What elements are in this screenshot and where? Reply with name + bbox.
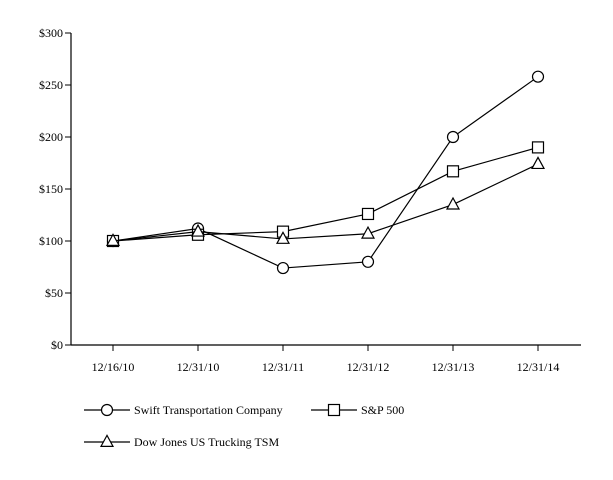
- legend: Swift Transportation Company S&P 500 Dow J…: [84, 403, 404, 449]
- x-tick-label: 12/31/11: [262, 360, 304, 374]
- x-tick-label: 12/16/10: [92, 360, 135, 374]
- y-tick-label: $300: [39, 26, 63, 40]
- x-tick-label: 12/31/14: [517, 360, 560, 374]
- legend-item: S&P 500: [311, 403, 404, 417]
- y-tick-label: $200: [39, 130, 63, 144]
- series-line: [112, 76, 539, 269]
- series-circle: [106, 70, 545, 275]
- data-point: [446, 130, 460, 144]
- legend-marker: [327, 403, 341, 417]
- legend-label: S&P 500: [361, 403, 404, 417]
- series-layer: [105, 70, 546, 275]
- axes: [70, 33, 581, 346]
- x-tick-label: 12/31/13: [432, 360, 475, 374]
- legend-item: Dow Jones US Trucking TSM: [84, 434, 279, 449]
- x-tick-label: 12/31/10: [177, 360, 220, 374]
- data-point: [531, 70, 545, 83]
- data-point: [361, 255, 375, 268]
- data-point: [530, 156, 546, 170]
- legend-item: Swift Transportation Company: [84, 403, 283, 417]
- data-point: [105, 233, 121, 246]
- data-point: [531, 141, 545, 154]
- legend-marker: [99, 434, 115, 447]
- y-tick-label: $0: [51, 338, 63, 352]
- x-axis-ticks: 12/16/10 12/31/10 12/31/11 12/31/12 12/31/13…: [92, 345, 560, 374]
- x-tick-label: 12/31/12: [347, 360, 390, 374]
- legend-label: Swift Transportation Company: [134, 403, 283, 417]
- series-triangle: [105, 156, 546, 246]
- legend-label: Dow Jones US Trucking TSM: [134, 435, 279, 449]
- data-point: [275, 231, 291, 244]
- y-tick-label: $150: [39, 182, 63, 196]
- y-axis-ticks: $0 $50 $100 $150 $200 $250 $300: [39, 26, 71, 352]
- y-tick-label: $50: [45, 286, 63, 300]
- data-point: [276, 261, 290, 275]
- series-line: [112, 146, 539, 242]
- legend-marker: [100, 403, 114, 417]
- data-point: [360, 225, 376, 239]
- data-point: [446, 165, 460, 178]
- series-square: [106, 141, 545, 248]
- data-point: [361, 207, 375, 221]
- series-line: [112, 163, 539, 242]
- data-point: [190, 223, 206, 237]
- y-tick-label: $250: [39, 78, 63, 92]
- data-point: [445, 196, 461, 210]
- y-tick-label: $100: [39, 234, 63, 248]
